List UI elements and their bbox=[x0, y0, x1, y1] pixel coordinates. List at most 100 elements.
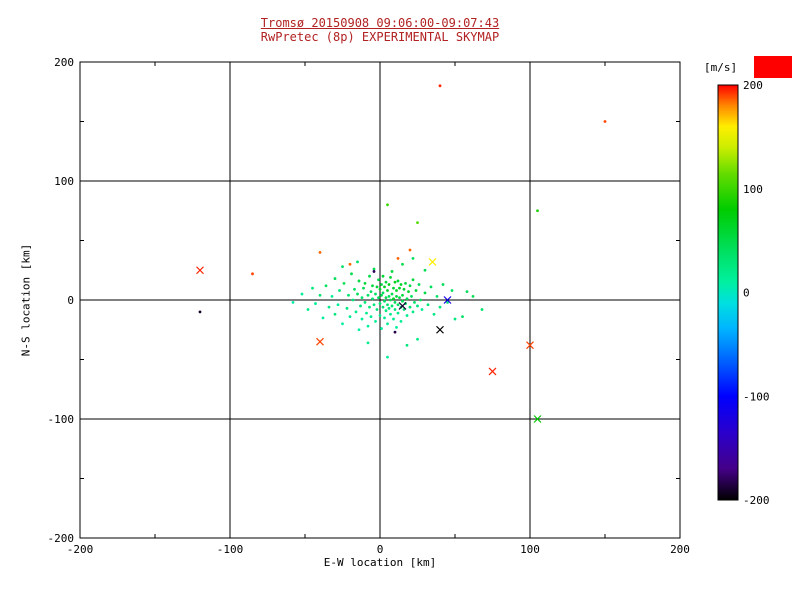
chart-subtitle: RwPretec (8p) EXPERIMENTAL SKYMAP bbox=[260, 30, 500, 44]
data-point-dot bbox=[363, 300, 367, 304]
colorbar-tick-label: 0 bbox=[743, 287, 750, 300]
y-tick-label: 100 bbox=[54, 175, 74, 188]
data-point-dot bbox=[377, 296, 380, 300]
data-point-dot bbox=[407, 290, 410, 294]
data-point-dot bbox=[399, 283, 403, 286]
x-tick-label: 200 bbox=[670, 543, 690, 556]
data-point-dot bbox=[357, 328, 361, 332]
data-point-dot bbox=[413, 300, 416, 304]
data-point-dot bbox=[411, 310, 415, 314]
x-axis-label: E-W location [km] bbox=[323, 556, 437, 569]
data-point-dot bbox=[471, 295, 475, 298]
data-point-dot bbox=[369, 290, 373, 294]
data-point-x bbox=[533, 415, 542, 423]
data-point-dot bbox=[383, 285, 386, 289]
data-point-dot bbox=[450, 289, 454, 292]
data-point-dot bbox=[536, 209, 539, 213]
data-point-dot bbox=[396, 279, 400, 283]
data-point-dot bbox=[198, 310, 202, 314]
y-tick-label: 0 bbox=[67, 294, 74, 307]
data-point-dot bbox=[405, 297, 409, 301]
data-point-dot bbox=[381, 291, 385, 295]
data-point-dot bbox=[380, 293, 383, 297]
data-point-dot bbox=[372, 303, 376, 307]
x-tick-label: -100 bbox=[217, 543, 244, 556]
data-point-dot bbox=[465, 290, 469, 294]
data-point-dot bbox=[393, 308, 397, 311]
data-point-dot bbox=[321, 316, 325, 320]
data-point-dot bbox=[341, 322, 344, 326]
data-point-dot bbox=[389, 312, 392, 316]
data-point-dot bbox=[411, 278, 415, 282]
data-point-dot bbox=[405, 343, 409, 347]
data-point-dot bbox=[356, 292, 359, 296]
data-point-dot bbox=[395, 295, 398, 298]
data-point-dot bbox=[365, 311, 368, 315]
data-point-dot bbox=[438, 305, 442, 309]
data-point-dot bbox=[341, 265, 344, 269]
y-tick-label: -200 bbox=[48, 532, 75, 545]
y-tick-label: 200 bbox=[54, 56, 74, 69]
data-point-dot bbox=[435, 295, 439, 298]
data-point-dot bbox=[330, 295, 334, 298]
data-point-dot bbox=[386, 203, 389, 207]
data-point-dot bbox=[603, 120, 607, 123]
data-point-dot bbox=[360, 317, 364, 321]
data-point-dot bbox=[383, 316, 386, 320]
data-point-dot bbox=[345, 306, 349, 310]
data-point-dot bbox=[387, 306, 391, 310]
data-point-dot bbox=[333, 277, 337, 280]
data-point-dot bbox=[420, 308, 424, 311]
data-point-dot bbox=[324, 284, 328, 288]
data-point-x bbox=[428, 257, 437, 266]
data-point-x bbox=[196, 266, 204, 275]
data-point-dot bbox=[396, 256, 400, 260]
data-point-dot bbox=[410, 295, 413, 298]
data-point-dot bbox=[426, 303, 430, 307]
data-point-dot bbox=[390, 292, 394, 296]
data-point-dot bbox=[423, 291, 427, 295]
data-point-dot bbox=[327, 305, 331, 309]
data-point-dot bbox=[384, 280, 388, 284]
data-point-dot bbox=[311, 286, 314, 290]
data-point-dot bbox=[378, 302, 382, 305]
data-point-dot bbox=[453, 317, 457, 321]
data-point-x bbox=[526, 341, 534, 350]
colorbar-top-swatch bbox=[754, 56, 792, 78]
data-point-x bbox=[316, 337, 324, 346]
data-point-x bbox=[443, 296, 452, 304]
data-point-dot bbox=[419, 298, 422, 302]
data-point-dot bbox=[423, 268, 427, 272]
data-point-dot bbox=[396, 311, 400, 315]
data-point-dot bbox=[366, 293, 370, 297]
data-point-dot bbox=[398, 296, 401, 300]
y-tick-label: -100 bbox=[48, 413, 75, 426]
data-point-dot bbox=[408, 284, 412, 288]
data-point-dot bbox=[291, 300, 295, 304]
data-point-dot bbox=[480, 308, 484, 311]
data-point-dot bbox=[372, 267, 376, 271]
data-point-dot bbox=[368, 305, 371, 309]
data-point-dot bbox=[363, 281, 367, 285]
data-point-dot bbox=[417, 283, 421, 286]
data-point-dot bbox=[351, 298, 355, 302]
data-point-dot bbox=[356, 260, 359, 264]
data-point-dot bbox=[404, 281, 407, 285]
data-point-dot bbox=[390, 304, 394, 308]
data-point-dot bbox=[401, 262, 404, 266]
data-point-dot bbox=[336, 303, 340, 307]
data-point-dot bbox=[416, 221, 419, 225]
data-point-dot bbox=[399, 320, 403, 323]
data-point-dot bbox=[446, 300, 449, 304]
data-point-dot bbox=[348, 262, 352, 266]
data-point-dot bbox=[314, 302, 317, 305]
data-point-dot bbox=[408, 305, 412, 309]
data-point-dot bbox=[398, 286, 401, 290]
data-point-dot bbox=[372, 270, 376, 273]
data-point-x bbox=[398, 302, 407, 310]
data-point-dot bbox=[342, 281, 346, 285]
data-point-dot bbox=[461, 315, 464, 319]
data-point-dot bbox=[359, 304, 362, 308]
data-point-dot bbox=[350, 272, 353, 276]
data-point-dot bbox=[441, 283, 445, 286]
